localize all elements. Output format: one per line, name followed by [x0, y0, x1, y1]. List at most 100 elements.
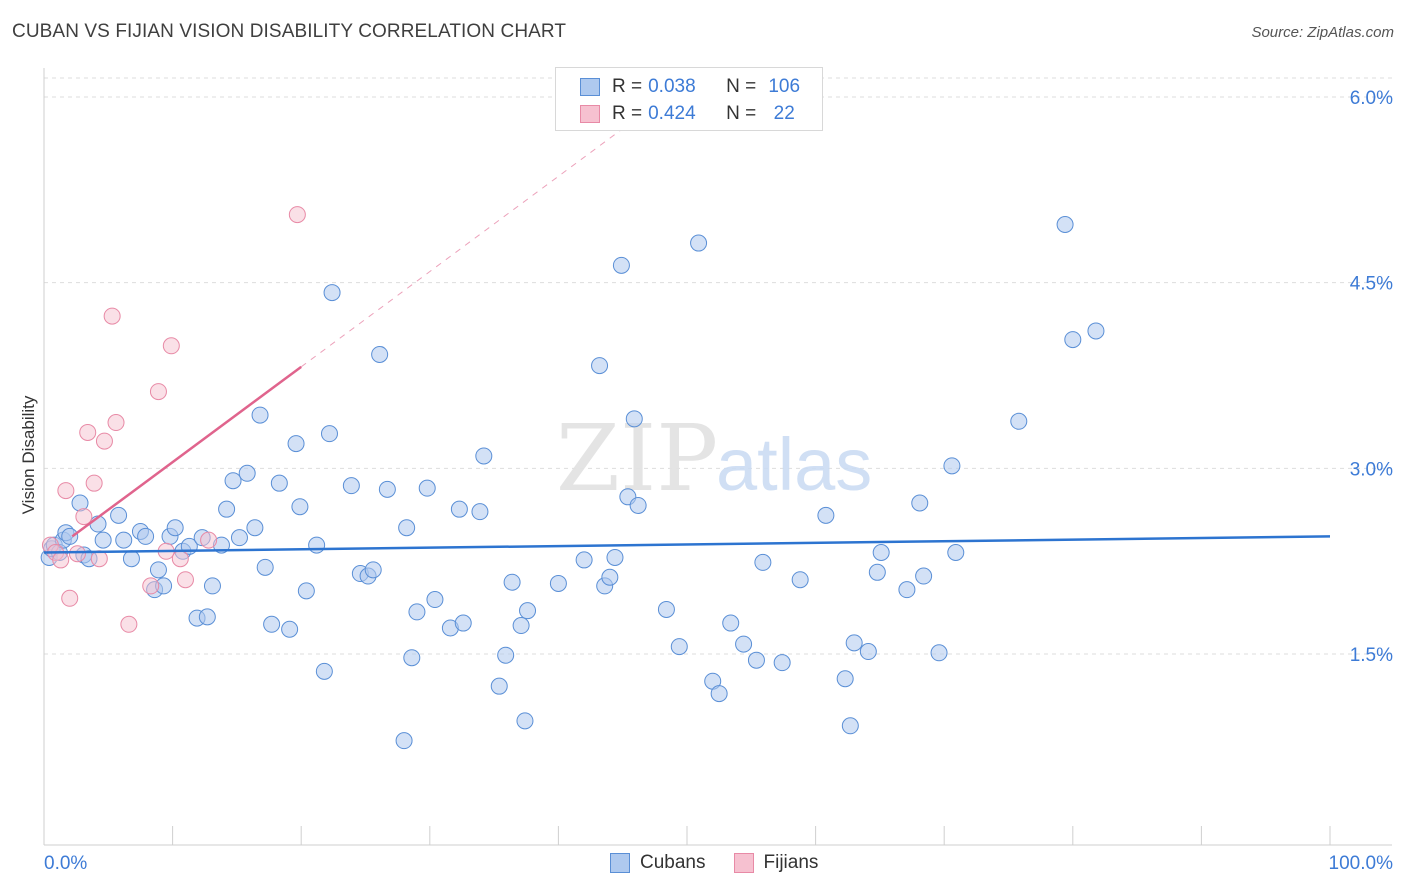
- cubans-point: [149, 561, 167, 579]
- cubans-point: [872, 544, 890, 562]
- cubans-point: [841, 717, 859, 735]
- gridlines: [44, 77, 1392, 655]
- cubans-point: [450, 500, 468, 518]
- fijians-point: [85, 474, 103, 492]
- cubans-swatch: [580, 78, 600, 96]
- fijians-point: [162, 337, 180, 355]
- cubans-point: [110, 506, 128, 524]
- cubans-point: [612, 256, 630, 274]
- cubans-point: [471, 503, 489, 521]
- fijians-point: [57, 482, 75, 500]
- fijians-trend-extension: [300, 128, 623, 368]
- cubans-point: [308, 536, 326, 554]
- cubans-point: [1056, 215, 1074, 233]
- fijians-point: [61, 589, 79, 607]
- cubans-point: [61, 527, 79, 545]
- cubans-trend-line: [43, 535, 1331, 554]
- fijians-point: [176, 571, 194, 589]
- axis-ticks: [43, 826, 1331, 845]
- trend-lines: [43, 128, 1331, 554]
- cubans-point: [930, 644, 948, 662]
- cubans-point: [287, 435, 305, 453]
- fijians-point: [120, 615, 138, 633]
- cubans-point: [868, 563, 886, 581]
- cubans-point: [426, 591, 444, 609]
- stats-legend: R = 0.038 N = 106 R = 0.424 N = 22: [555, 67, 823, 131]
- cubans-point: [591, 357, 609, 375]
- fijians-point: [107, 414, 125, 432]
- cubans-point: [947, 544, 965, 562]
- fijians-point: [75, 508, 93, 526]
- cubans-point: [490, 677, 508, 695]
- cubans-point: [263, 615, 281, 633]
- cubans-point: [911, 494, 929, 512]
- cubans-point: [601, 568, 619, 586]
- cubans-point: [1087, 322, 1105, 340]
- cubans-point: [943, 457, 961, 475]
- cubans-point: [575, 551, 593, 569]
- cubans-point: [898, 581, 916, 599]
- cubans-point: [747, 651, 765, 669]
- cubans-point: [166, 519, 184, 537]
- fijians-trend-line: [71, 365, 302, 538]
- stats-row-cubans: R = 0.038 N = 106: [580, 75, 806, 99]
- cubans-point: [503, 573, 521, 591]
- fijians-point: [79, 423, 97, 441]
- fijians-point: [200, 531, 218, 549]
- cubans-point: [115, 531, 133, 549]
- x-tick-label-max: 100.0%: [1329, 853, 1394, 874]
- cubans-point: [281, 620, 299, 638]
- cubans-point: [364, 561, 382, 579]
- fijians-point: [95, 432, 113, 450]
- cubans-point: [418, 479, 436, 497]
- cubans-point: [549, 574, 567, 592]
- cubans-point: [845, 634, 863, 652]
- r-label: R =: [612, 103, 643, 124]
- r-value-cubans: 0.038: [648, 76, 696, 97]
- y-axis-label: Vision Disability: [19, 395, 38, 514]
- cubans-point: [256, 558, 274, 576]
- x-tick-label-min: 0.0%: [44, 853, 87, 874]
- cubans-point: [198, 608, 216, 626]
- n-value-cubans: 106: [768, 76, 801, 97]
- legend-label-fijians: Fijians: [763, 852, 819, 873]
- watermark-atlas: atlas: [716, 423, 872, 506]
- cubans-point: [454, 614, 472, 632]
- y-tick-label: 1.5%: [1350, 645, 1393, 666]
- cubans-point: [516, 712, 534, 730]
- cubans-point: [408, 603, 426, 621]
- fijians-point: [288, 206, 306, 224]
- cubans-point: [657, 600, 675, 618]
- cubans-point: [342, 477, 360, 495]
- cubans-point: [859, 643, 877, 661]
- n-label: N =: [726, 76, 757, 97]
- fijians-point: [103, 307, 121, 325]
- cubans-point: [519, 602, 537, 620]
- cubans-legend-swatch: [610, 853, 630, 873]
- cubans-point: [403, 649, 421, 667]
- cubans-point: [710, 685, 728, 703]
- cubans-point: [371, 345, 389, 363]
- fijians-points: [41, 206, 306, 633]
- fijians-point: [52, 551, 70, 569]
- legend-item-fijians[interactable]: Fijians: [733, 852, 819, 874]
- cubans-point: [791, 571, 809, 589]
- fijians-swatch: [580, 105, 600, 123]
- cubans-point: [251, 406, 269, 424]
- cubans-point: [670, 638, 688, 656]
- cubans-point: [246, 519, 264, 537]
- cubans-point: [398, 519, 416, 537]
- cubans-point: [754, 553, 772, 571]
- cubans-point: [224, 472, 242, 490]
- legend-item-cubans[interactable]: Cubans: [610, 852, 706, 874]
- r-label: R =: [612, 76, 643, 97]
- series-legend: Cubans Fijians: [610, 852, 846, 874]
- cubans-point: [773, 654, 791, 672]
- cubans-point: [690, 234, 708, 252]
- cubans-point: [238, 464, 256, 482]
- cubans-point: [94, 531, 112, 549]
- stats-row-fijians: R = 0.424 N = 22: [580, 102, 806, 126]
- y-tick-label: 6.0%: [1350, 88, 1393, 109]
- cubans-points: [40, 215, 1105, 750]
- source-label: Source: ZipAtlas.com: [1251, 24, 1394, 41]
